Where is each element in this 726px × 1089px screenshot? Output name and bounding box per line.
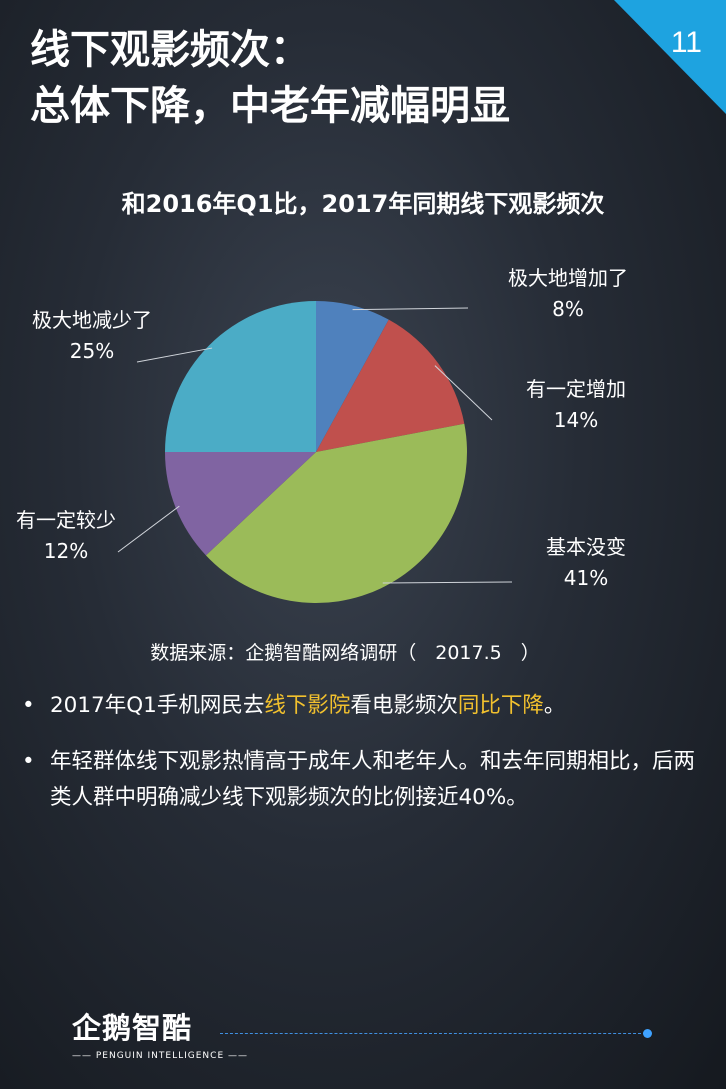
bullet-list: • 2017年Q1手机网民去线下影院看电影频次同比下降。 • 年轻群体线下观影热… <box>18 688 708 836</box>
slice-value: 12% <box>43 539 89 563</box>
slice-value: 41% <box>563 566 609 590</box>
leader-line <box>117 505 180 553</box>
corner-badge <box>614 0 726 114</box>
bullet-item: • 2017年Q1手机网民去线下影院看电影频次同比下降。 <box>18 688 708 724</box>
slice-category: 有一定增加 <box>526 377 626 401</box>
bullet-text: 看电影频次 <box>350 693 458 718</box>
bullet-dot: • <box>22 749 35 774</box>
pie-slice <box>316 301 389 452</box>
chart-title: 和2016年Q1比，2017年同期线下观影频次 <box>121 190 605 218</box>
bullet-highlight: 线下影院 <box>264 693 351 718</box>
page-title: 线下观影频次： 总体下降，中老年减幅明显 <box>30 22 510 134</box>
brand-logo: 企鹅智酷 —— PENGUIN INTELLIGENCE —— <box>72 1005 248 1061</box>
bullet-text: 。 <box>543 693 566 718</box>
pie-slice <box>165 452 316 556</box>
leader-line <box>434 365 493 421</box>
bullet-highlight: 同比下降 <box>457 693 544 718</box>
slice-category: 极大地增加了 <box>508 266 628 290</box>
footer-divider <box>220 1033 646 1034</box>
slice-label: 极大地增加了 8% <box>488 263 648 325</box>
leader-line <box>382 581 513 584</box>
page-number: 11 <box>670 26 702 59</box>
slice-category: 有一定较少 <box>16 508 116 532</box>
bullet-item: • 年轻群体线下观影热情高于成年人和老年人。和去年同期相比，后两类人群中明确减少… <box>18 744 708 816</box>
title-line-2: 总体下降，中老年减幅明显 <box>30 83 510 129</box>
bullet-dot: • <box>22 693 35 718</box>
pie-slice <box>205 423 468 603</box>
leader-line <box>352 307 469 311</box>
slice-label: 有一定较少 12% <box>0 505 146 567</box>
pie-slice <box>165 301 316 452</box>
slice-label: 基本没变 41% <box>506 532 666 594</box>
slice-category: 极大地减少了 <box>32 308 152 332</box>
bullet-text: 年轻群体线下观影热情高于成年人和老年人。和去年同期相比，后两类人群中明确减少线下… <box>50 749 696 810</box>
pie-chart <box>117 301 513 603</box>
slice-category: 基本没变 <box>546 535 626 559</box>
slice-value: 25% <box>69 339 115 363</box>
logo-subtitle: —— PENGUIN INTELLIGENCE —— <box>72 1051 248 1061</box>
leader-line <box>136 347 213 363</box>
slice-value: 14% <box>553 408 599 432</box>
footer-dot <box>643 1029 652 1038</box>
pie-slice <box>316 319 465 452</box>
title-line-1: 线下观影频次： <box>30 27 310 73</box>
logo-name: 企鹅智酷 <box>72 1011 193 1045</box>
slice-value: 8% <box>552 297 584 321</box>
slice-label: 有一定增加 14% <box>496 374 656 436</box>
bullet-text: 2017年Q1手机网民去 <box>50 693 265 718</box>
slice-label: 极大地减少了 25% <box>12 305 172 367</box>
data-source: 数据来源：企鹅智酷网络调研（ 2017.5 ） <box>150 642 540 664</box>
